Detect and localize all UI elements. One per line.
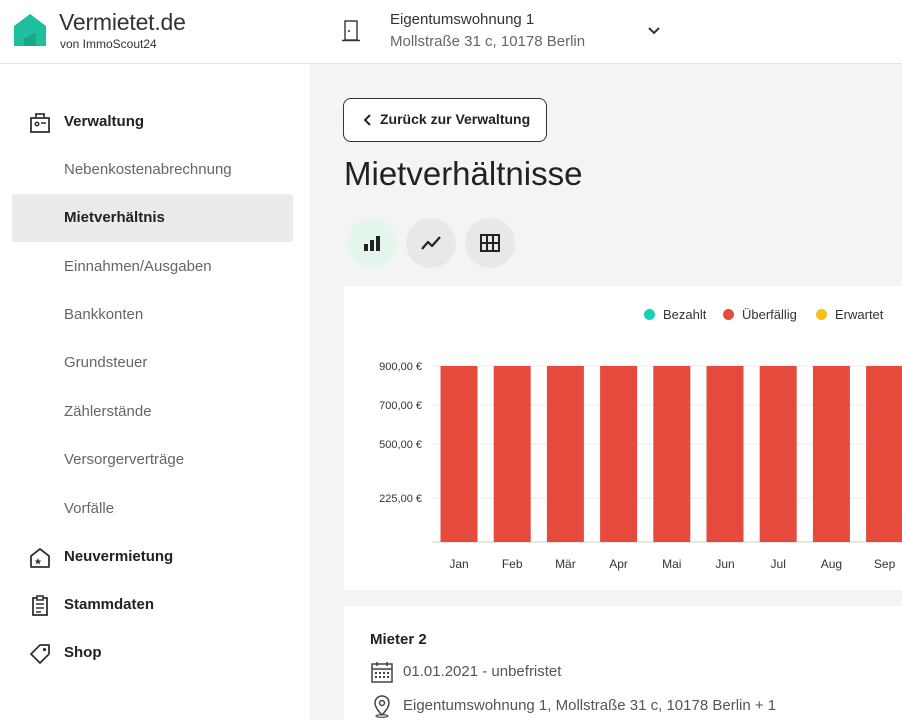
x-tick-label: Feb <box>502 557 523 571</box>
legend-label: Erwartet <box>835 307 884 322</box>
location-pin-icon <box>374 695 390 718</box>
property-title[interactable]: Eigentumswohnung 1 <box>390 11 535 28</box>
sidebar-item-nebenkostenabrechnung[interactable]: Nebenkostenabrechnung <box>12 146 293 194</box>
sidebar-item-vorfaelle[interactable]: Vorfälle <box>12 485 293 533</box>
line-chart-view-button[interactable] <box>406 218 456 268</box>
table-grid-icon <box>480 234 500 252</box>
x-tick-label: Apr <box>609 557 628 571</box>
sidebar-group-label: Neuvermietung <box>64 548 174 565</box>
x-tick-label: Jan <box>449 557 468 571</box>
y-tick-label: 900,00 € <box>379 361 422 373</box>
sidebar-item-einnahmen-ausgaben[interactable]: Einnahmen/Ausgaben <box>12 243 293 291</box>
legend-dot <box>723 309 734 320</box>
tenant-unit: Eigentumswohnung 1, Mollstraße 31 c, 101… <box>403 697 777 714</box>
rent-chart-card: Bezahlt Überfällig Erwartet 225,00 € 500,… <box>344 286 902 590</box>
back-to-verwaltung-button[interactable]: Zurück zur Verwaltung <box>343 98 547 142</box>
tenant-name: Mieter 2 <box>370 631 427 648</box>
tenant-card[interactable]: Mieter 2 01.01.2021 - unbefristet Eigent… <box>344 606 902 720</box>
bar-mär <box>546 366 584 542</box>
bar-jul <box>759 366 797 542</box>
legend-dot <box>644 309 655 320</box>
sidebar: Verwaltung Nebenkostenabrechnung Mietver… <box>0 64 310 720</box>
top-bar: Vermietet.de von ImmoScout24 Eigentumswo… <box>0 0 902 64</box>
brand-subtitle: von ImmoScout24 <box>60 37 157 51</box>
sidebar-item-zaehlerstaende[interactable]: Zählerstände <box>12 388 293 436</box>
chevron-down-icon[interactable] <box>645 22 663 40</box>
sidebar-item-label: Bankkonten <box>64 306 144 323</box>
bar-feb <box>493 366 531 542</box>
building-icon <box>30 113 50 133</box>
sidebar-group-verwaltung[interactable]: Verwaltung <box>0 102 310 142</box>
x-tick-label: Sep <box>874 557 896 571</box>
sidebar-group-stammdaten[interactable]: Stammdaten <box>0 585 310 625</box>
y-tick-label: 225,00 € <box>379 493 422 505</box>
sidebar-item-label: Einnahmen/Ausgaben <box>64 258 212 275</box>
calendar-icon <box>371 662 393 683</box>
x-tick-label: Jun <box>715 557 734 571</box>
x-tick-label: Mär <box>555 557 576 571</box>
page-title: Mietverhältnisse <box>344 155 583 192</box>
clipboard-icon <box>32 595 48 616</box>
bar-jun <box>706 366 744 542</box>
x-tick-label: Aug <box>821 557 842 571</box>
sidebar-group-label: Verwaltung <box>64 113 145 130</box>
rent-bar-chart: 225,00 € 500,00 € 700,00 € 900,00 € Jan Feb Mä… <box>379 361 902 571</box>
brand-name: Vermietet.de <box>59 9 186 35</box>
legend-dot <box>816 309 827 320</box>
sidebar-group-neuvermietung[interactable]: Neuvermietung <box>0 537 310 577</box>
sidebar-item-label: Zählerstände <box>64 403 152 420</box>
sidebar-item-label: Versorgerverträge <box>64 451 185 468</box>
house-star-icon <box>30 548 50 568</box>
tenant-period-row: 01.01.2021 - unbefristet <box>370 660 900 684</box>
sidebar-item-label: Nebenkostenabrechnung <box>64 161 232 178</box>
tenant-period: 01.01.2021 - unbefristet <box>403 663 562 680</box>
sidebar-item-label: Grundsteuer <box>64 354 148 371</box>
legend-label: Bezahlt <box>663 307 707 322</box>
x-tick-label: Mai <box>662 557 681 571</box>
x-tick-label: Jul <box>771 557 786 571</box>
door-icon <box>342 20 360 42</box>
bar-aug <box>812 366 850 542</box>
sidebar-item-mietverhaeltnis[interactable]: Mietverhältnis <box>12 194 293 242</box>
back-button-label: Zurück zur Verwaltung <box>380 111 531 127</box>
vermietet-logo-icon[interactable] <box>12 12 48 48</box>
property-address[interactable]: Mollstraße 31 c, 10178 Berlin <box>390 33 586 50</box>
tenant-unit-row: Eigentumswohnung 1, Mollstraße 31 c, 101… <box>370 694 900 718</box>
sidebar-item-grundsteuer[interactable]: Grundsteuer <box>12 339 293 387</box>
bar-chart-view-button[interactable] <box>347 218 397 268</box>
bar-apr <box>600 366 638 542</box>
chevron-left-icon <box>363 114 371 126</box>
table-view-button[interactable] <box>465 218 515 268</box>
sidebar-item-label: Vorfälle <box>64 500 115 517</box>
sidebar-item-label: Mietverhältnis <box>64 209 165 226</box>
legend-label: Überfällig <box>742 307 797 322</box>
tag-icon <box>30 644 50 664</box>
sidebar-item-versorgervertraege[interactable]: Versorgerverträge <box>12 436 293 484</box>
sidebar-group-label: Shop <box>64 644 102 661</box>
bar-chart-icon <box>364 236 380 251</box>
sidebar-group-shop[interactable]: Shop <box>0 633 310 673</box>
sidebar-item-bankkonten[interactable]: Bankkonten <box>12 291 293 339</box>
sidebar-group-label: Stammdaten <box>64 596 155 613</box>
bar-mai <box>653 366 691 542</box>
bar-jan <box>440 366 478 542</box>
y-tick-label: 500,00 € <box>379 439 422 451</box>
y-tick-label: 700,00 € <box>379 400 422 412</box>
line-chart-icon <box>421 236 441 250</box>
bar-sep <box>866 366 902 542</box>
